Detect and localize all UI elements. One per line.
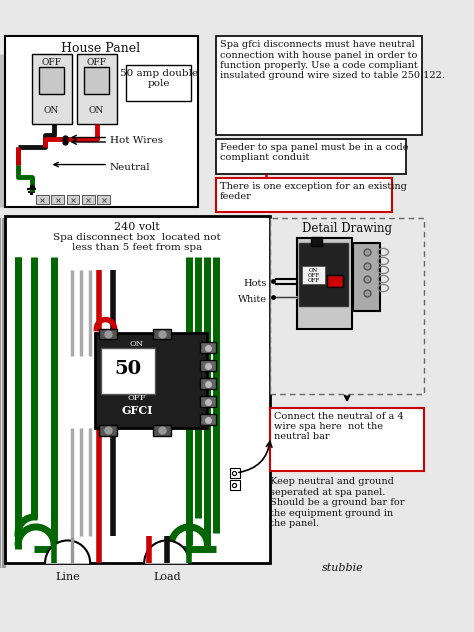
Text: 50 amp double
pole: 50 amp double pole	[119, 69, 198, 88]
Bar	[230, 468, 240, 478]
Text: 240 volt: 240 volt	[114, 222, 160, 232]
Text: 50: 50	[114, 360, 142, 378]
Bar	[216, 35, 422, 135]
Bar	[216, 139, 406, 174]
Text: OFF: OFF	[41, 58, 62, 67]
Bar	[200, 378, 216, 389]
Bar	[5, 35, 198, 207]
Text: Hot Wires: Hot Wires	[110, 136, 163, 145]
Text: Load: Load	[153, 572, 181, 582]
Text: ON: ON	[89, 106, 104, 115]
Text: Neutral: Neutral	[110, 163, 151, 172]
Bar	[353, 243, 381, 310]
Text: Line: Line	[55, 572, 80, 582]
Text: House Panel: House Panel	[62, 42, 140, 55]
Bar	[36, 195, 49, 204]
Text: Connect the neutral of a 4
wire spa here  not the
neutral bar: Connect the neutral of a 4 wire spa here…	[274, 411, 404, 441]
Bar	[99, 425, 117, 436]
Bar	[216, 178, 392, 212]
Bar	[95, 333, 207, 428]
Text: Spa gfci disconnects must have neutral
connection with house panel in order to
f: Spa gfci disconnects must have neutral c…	[220, 40, 445, 80]
Polygon shape	[144, 540, 189, 563]
Bar	[101, 348, 155, 394]
Bar	[77, 54, 117, 124]
Bar	[51, 195, 64, 204]
Bar	[200, 414, 216, 425]
Text: ON: ON	[309, 268, 318, 273]
Text: GFCI: GFCI	[121, 405, 153, 416]
Bar	[327, 274, 344, 287]
Bar	[200, 360, 216, 371]
Text: Feeder to spa panel must be in a code
compliant conduit: Feeder to spa panel must be in a code co…	[220, 143, 409, 162]
Bar	[230, 480, 240, 490]
Text: ON: ON	[44, 106, 59, 115]
Bar	[5, 216, 271, 563]
Bar	[271, 408, 424, 471]
Bar	[153, 425, 171, 436]
Text: stubbie: stubbie	[322, 563, 364, 573]
Bar	[99, 329, 117, 339]
Bar	[97, 195, 110, 204]
Bar	[200, 342, 216, 353]
Text: ON: ON	[130, 341, 144, 348]
Bar	[200, 396, 216, 407]
Text: OFF: OFF	[128, 394, 146, 403]
Bar	[298, 238, 352, 329]
Text: White: White	[238, 295, 267, 304]
Text: OFF: OFF	[308, 278, 320, 283]
Bar	[32, 54, 72, 124]
Bar	[84, 67, 109, 94]
Bar	[302, 265, 325, 284]
Text: Detail Drawing: Detail Drawing	[302, 222, 392, 235]
Polygon shape	[45, 540, 90, 563]
Bar	[126, 65, 191, 102]
Text: Hots: Hots	[244, 279, 267, 288]
Bar	[67, 195, 79, 204]
Bar	[82, 195, 95, 204]
Bar	[311, 236, 322, 246]
Text: OFF: OFF	[86, 58, 107, 67]
Bar	[39, 67, 64, 94]
Bar	[271, 218, 424, 394]
Text: Spa disconnect box  located not
less than 5 feet from spa: Spa disconnect box located not less than…	[53, 233, 221, 252]
Bar	[153, 329, 171, 339]
Text: There is one exception for an existing
feeder: There is one exception for an existing f…	[220, 181, 407, 201]
Text: Keep neutral and ground
seperated at spa panel.
Should be a ground bar for
the e: Keep neutral and ground seperated at spa…	[271, 477, 405, 528]
Text: OFF: OFF	[308, 273, 320, 277]
Bar	[299, 243, 348, 306]
